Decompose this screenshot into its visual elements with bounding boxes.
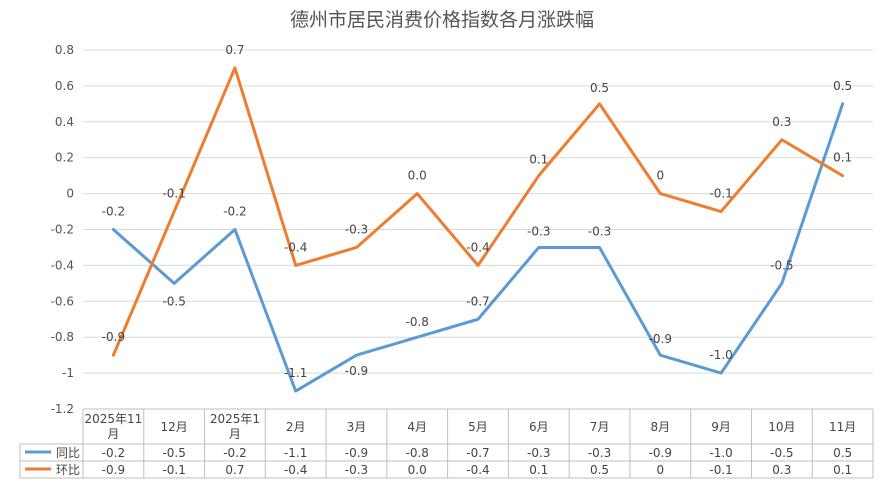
table-cell: -0.4: [466, 463, 489, 477]
x-category-label-line: 月: [107, 427, 119, 441]
data-label: -0.4: [466, 240, 489, 254]
legend-label: 同比: [56, 446, 80, 460]
x-category-label: 7月: [590, 420, 610, 434]
x-category-label: 5月: [468, 420, 488, 434]
x-category-label: 10月: [768, 420, 795, 434]
y-axis: 0.8 0.6 0.4 0.2 0 -0.2 -0.4 -0.6 -0.8 -1 -1.2: [51, 43, 74, 416]
y-tick-label: 0.8: [55, 43, 74, 57]
data-label: 0.5: [833, 79, 852, 93]
table-cell: 0.5: [590, 463, 609, 477]
x-category-label-line: 2025年1: [210, 412, 260, 426]
x-category-label: 3月: [347, 420, 367, 434]
y-tick-label: -0.6: [51, 294, 74, 308]
table-cell: -0.2: [223, 446, 246, 460]
series-group: [111, 66, 845, 393]
series-line-环比: [111, 66, 845, 357]
table-cell: 0.1: [833, 463, 852, 477]
table-cell: 0.5: [833, 446, 852, 460]
y-tick-label: -1: [62, 366, 74, 380]
table-cell: -0.1: [162, 463, 185, 477]
data-label: 0.7: [225, 43, 244, 57]
table-cell: -0.3: [588, 446, 611, 460]
x-category-label: 2025年1 月: [210, 412, 260, 441]
data-label: -0.2: [102, 205, 125, 219]
table-cell: 0.0: [408, 463, 427, 477]
data-label: -0.3: [345, 222, 368, 236]
y-tick-label: -0.4: [51, 258, 74, 272]
x-category-label: 4月: [407, 420, 427, 434]
y-tick-label: -1.2: [51, 402, 74, 416]
table-cell: -0.3: [345, 463, 368, 477]
y-tick-label: -0.8: [51, 330, 74, 344]
data-label: -0.9: [102, 330, 125, 344]
x-category-label: 2月: [286, 420, 306, 434]
y-tick-label: 0.2: [55, 151, 74, 165]
table-cell: 0.3: [772, 463, 791, 477]
data-label: -1.0: [709, 348, 732, 362]
x-category-label: 12月: [161, 420, 188, 434]
table-cell: -0.9: [649, 446, 672, 460]
x-category-label: 9月: [711, 420, 731, 434]
data-label: -1.1: [284, 366, 307, 380]
table-cell: -0.7: [466, 446, 489, 460]
table-cell: 0.1: [529, 463, 548, 477]
data-label: -0.5: [770, 258, 793, 272]
data-label: -0.9: [649, 332, 672, 346]
data-label: -0.1: [709, 187, 732, 201]
table-cell: -1.0: [709, 446, 732, 460]
grid: [83, 49, 873, 374]
table-cell: -0.4: [284, 463, 307, 477]
table-cell: 0.7: [225, 463, 244, 477]
table-cell: 0: [656, 463, 664, 477]
data-label: -0.3: [588, 224, 611, 238]
y-tick-label: 0.6: [55, 79, 74, 93]
y-tick-label: 0: [66, 187, 74, 201]
y-tick-label: 0.4: [55, 115, 74, 129]
data-label: -0.2: [223, 205, 246, 219]
series-line-同比: [111, 102, 845, 393]
data-label: 0: [656, 169, 664, 183]
chart-title: 德州市居民消费价格指数各月涨跌幅: [290, 9, 594, 31]
table-cell: -0.2: [102, 446, 125, 460]
x-category-label: 2025年11 月: [84, 412, 142, 441]
table-cell: -0.9: [345, 446, 368, 460]
data-label: -0.5: [162, 294, 185, 308]
legend-label: 环比: [56, 463, 80, 477]
table-cell: -0.5: [770, 446, 793, 460]
data-labels: -0.2 -0.5 -0.2 -1.1 -0.9 -0.8 -0.7 -0.3 -0.3 -0.9…: [102, 43, 852, 380]
x-category-label: 6月: [529, 420, 549, 434]
table-cell: -0.9: [102, 463, 125, 477]
y-tick-label: -0.2: [51, 223, 74, 237]
table-cell: -1.1: [284, 446, 307, 460]
data-label: 0.0: [408, 169, 427, 183]
table-cell: -0.5: [162, 446, 185, 460]
table-cell: -0.8: [406, 446, 429, 460]
data-label: -0.3: [527, 224, 550, 238]
x-category-label: 8月: [650, 420, 670, 434]
x-category-label-line: 2025年11: [84, 412, 142, 426]
data-label: 0.3: [772, 115, 791, 129]
data-label: -0.7: [466, 294, 489, 308]
x-category-label-line: 月: [229, 427, 241, 441]
table-cell: -0.3: [527, 446, 550, 460]
table-cell: -0.1: [709, 463, 732, 477]
data-label: -0.9: [345, 364, 368, 378]
data-label: 0.5: [590, 81, 609, 95]
data-label: -0.1: [162, 187, 185, 201]
x-category-label: 11月: [829, 420, 856, 434]
data-label: 0.1: [529, 153, 548, 167]
data-label: -0.8: [406, 315, 429, 329]
data-label: -0.4: [284, 240, 307, 254]
data-label: 0.1: [833, 151, 852, 165]
